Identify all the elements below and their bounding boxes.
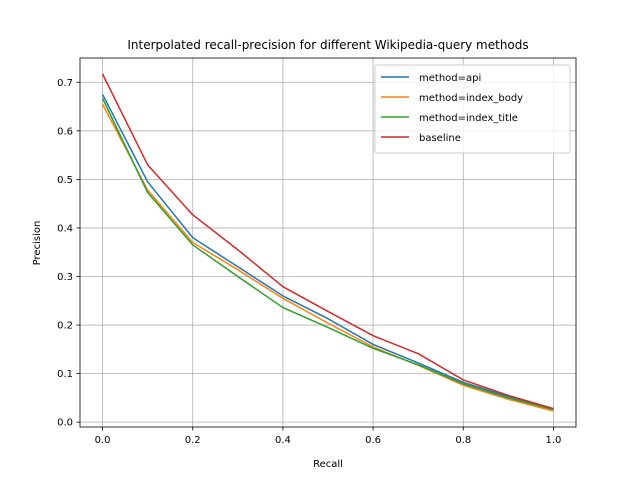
series-line-3 [101,73,554,410]
legend: method=api method=index_body method=index_… [374,64,571,154]
y-tick-label: 0.1 [57,369,73,380]
legend-label-2: method=index_title [419,113,518,124]
x-tick-label: 0.4 [275,435,291,446]
plot-frame [79,57,577,428]
legend-label-3: baseline [419,133,461,144]
x-axis-label: Recall [313,459,343,470]
legend-box [374,64,571,154]
y-tick-label: 0.3 [57,272,73,283]
x-tick-label: 1.0 [546,435,562,446]
x-axis-ticks: 0.0 0.2 0.4 0.6 0.8 1.0 [95,427,562,446]
series-lines [101,73,554,412]
chart-title: Interpolated recall-precision for differ… [127,38,528,52]
legend-label-0: method=api [419,73,481,84]
y-tick-label: 0.2 [57,321,73,332]
y-tick-label: 0.5 [57,175,73,186]
y-tick-label: 0.7 [57,78,73,89]
y-tick-label: 0.4 [57,223,73,234]
series-line-2 [101,97,554,411]
series-line-0 [101,94,554,410]
x-tick-label: 0.0 [95,435,111,446]
x-tick-label: 0.6 [365,435,381,446]
y-tick-label: 0.6 [57,126,73,137]
y-tick-label: 0.0 [57,418,73,429]
x-tick-label: 0.8 [455,435,471,446]
legend-label-1: method=index_body [419,93,523,104]
x-tick-label: 0.2 [185,435,201,446]
y-axis-ticks: 0.0 0.1 0.2 0.3 0.4 0.5 0.6 0.7 [57,78,80,429]
y-axis-label: Precision [32,221,43,266]
series-line-1 [101,103,554,412]
